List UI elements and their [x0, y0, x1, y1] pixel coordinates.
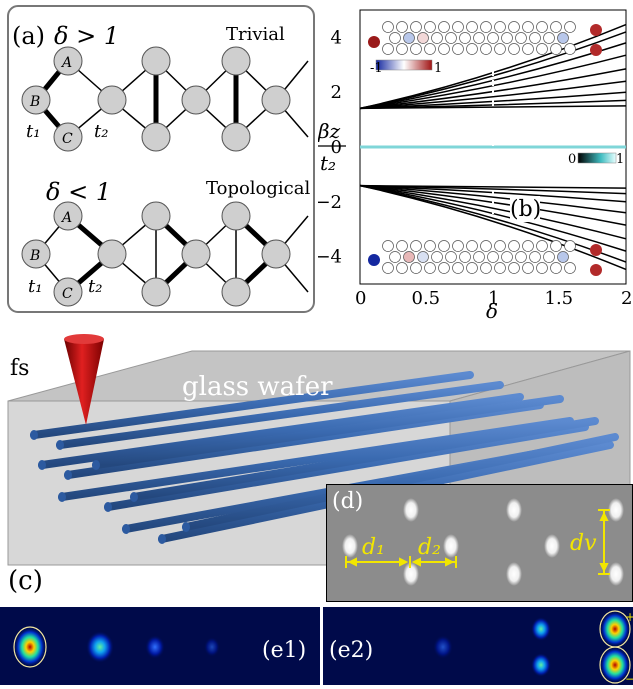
right-colorbar: 0 1	[568, 152, 624, 167]
top-mode-inset	[368, 21, 602, 56]
trivial-lattice-sites	[21, 46, 291, 152]
x-tick-label: 0	[355, 288, 366, 309]
right-colorbar-max: 1	[616, 152, 624, 167]
right-colorbar-min: 0	[568, 152, 576, 167]
panel-b-label: (b)	[510, 197, 541, 222]
d2-label: d₂	[418, 535, 441, 560]
left-colorbar: -1 1	[370, 59, 442, 76]
d1-label: d₁	[362, 535, 385, 560]
left-colorbar-max: 1	[434, 61, 442, 76]
t1-label: t₁	[26, 121, 40, 142]
t2-label: t₂	[94, 121, 108, 142]
site-a-label-bottom: A	[60, 210, 72, 226]
panel-e2: (e2) + −	[323, 607, 633, 686]
dv-label: dv	[570, 531, 597, 556]
waveguide-ends	[30, 430, 190, 544]
panel-b: 0 0.5 1 1.5 2 4 2 0 −2 −4 -1 1 0 1	[315, 0, 633, 323]
y-axis-label-numerator: βz	[318, 119, 341, 143]
bottom-mode-inset	[368, 240, 602, 276]
y-ticks: 4 2 0 −2 −4	[315, 27, 342, 268]
site-b-label: B	[29, 94, 40, 110]
waveguide-cross-sections	[342, 498, 624, 586]
band-line	[359, 184, 627, 195]
site-c-label: C	[62, 131, 73, 147]
laser-cone	[64, 334, 104, 425]
site-a-label: A	[60, 55, 72, 71]
plus-sign: +	[625, 610, 633, 624]
site-b-label-bottom: B	[29, 248, 40, 264]
x-ticks: 0 0.5 1 1.5 2	[355, 288, 632, 309]
y-tick-label: −2	[318, 192, 342, 213]
x-tick-label: 1	[488, 288, 499, 309]
y-tick-label: 4	[331, 27, 342, 48]
microscope-image: (d) d₁ d₂ dv	[325, 483, 633, 603]
y-axis-label-denominator: t₂	[320, 151, 336, 175]
x-tick-label: 1.5	[545, 288, 574, 309]
band-line	[359, 105, 627, 110]
x-tick-label: 2	[621, 288, 632, 309]
y-tick-label: 2	[331, 82, 342, 103]
band-line	[359, 80, 627, 110]
t1-label-bottom: t₁	[28, 276, 42, 297]
panel-e1-label: (e1)	[262, 638, 306, 663]
panel-a-lattice: (a) δ > 1 Trivial A B C t₁ t₂ δ < 1 Topo…	[7, 5, 315, 313]
panel-b-label-bg	[510, 196, 540, 222]
trivial-condition: δ > 1	[54, 22, 119, 50]
panel-c-label: (c)	[8, 566, 43, 596]
x-tick-label: 0.5	[412, 288, 441, 309]
waveguides	[30, 371, 619, 543]
panel-e2-label: (e2)	[329, 638, 373, 663]
mode-image-e1: (e1)	[0, 607, 320, 685]
minus-sign: −	[625, 672, 633, 685]
panel-e1: (e1)	[0, 607, 320, 685]
topological-lattice-sites	[21, 201, 291, 307]
topological-title: Topological	[206, 178, 310, 199]
band-line	[359, 184, 627, 271]
t2-label-bottom: t₂	[88, 276, 102, 297]
band-line	[359, 184, 627, 240]
band-structure-chart: 0 0.5 1 1.5 2 4 2 0 −2 −4 -1 1 0 1	[315, 9, 632, 323]
glass-wafer-label: glass wafer	[182, 372, 333, 402]
y-tick-label: 0	[331, 137, 342, 158]
trivial-title: Trivial	[226, 24, 285, 45]
panel-a: (a) δ > 1 Trivial A B C t₁ t₂ δ < 1 Topo…	[6, 4, 316, 314]
site-c-label-bottom: C	[62, 286, 73, 302]
mode-image-e2: (e2) + −	[323, 607, 633, 686]
x-axis-label: δ	[486, 299, 498, 322]
left-colorbar-min: -1	[370, 61, 383, 76]
band-line	[359, 184, 627, 214]
y-tick-label: −4	[318, 247, 342, 268]
dimension-arrows	[345, 509, 610, 575]
panel-d: (d) d₁ d₂ dv	[325, 483, 633, 603]
panel-d-label: (d)	[332, 489, 363, 514]
panel-a-label: (a)	[12, 22, 45, 50]
topological-condition: δ < 1	[46, 178, 111, 206]
fs-label: fs	[10, 356, 29, 381]
